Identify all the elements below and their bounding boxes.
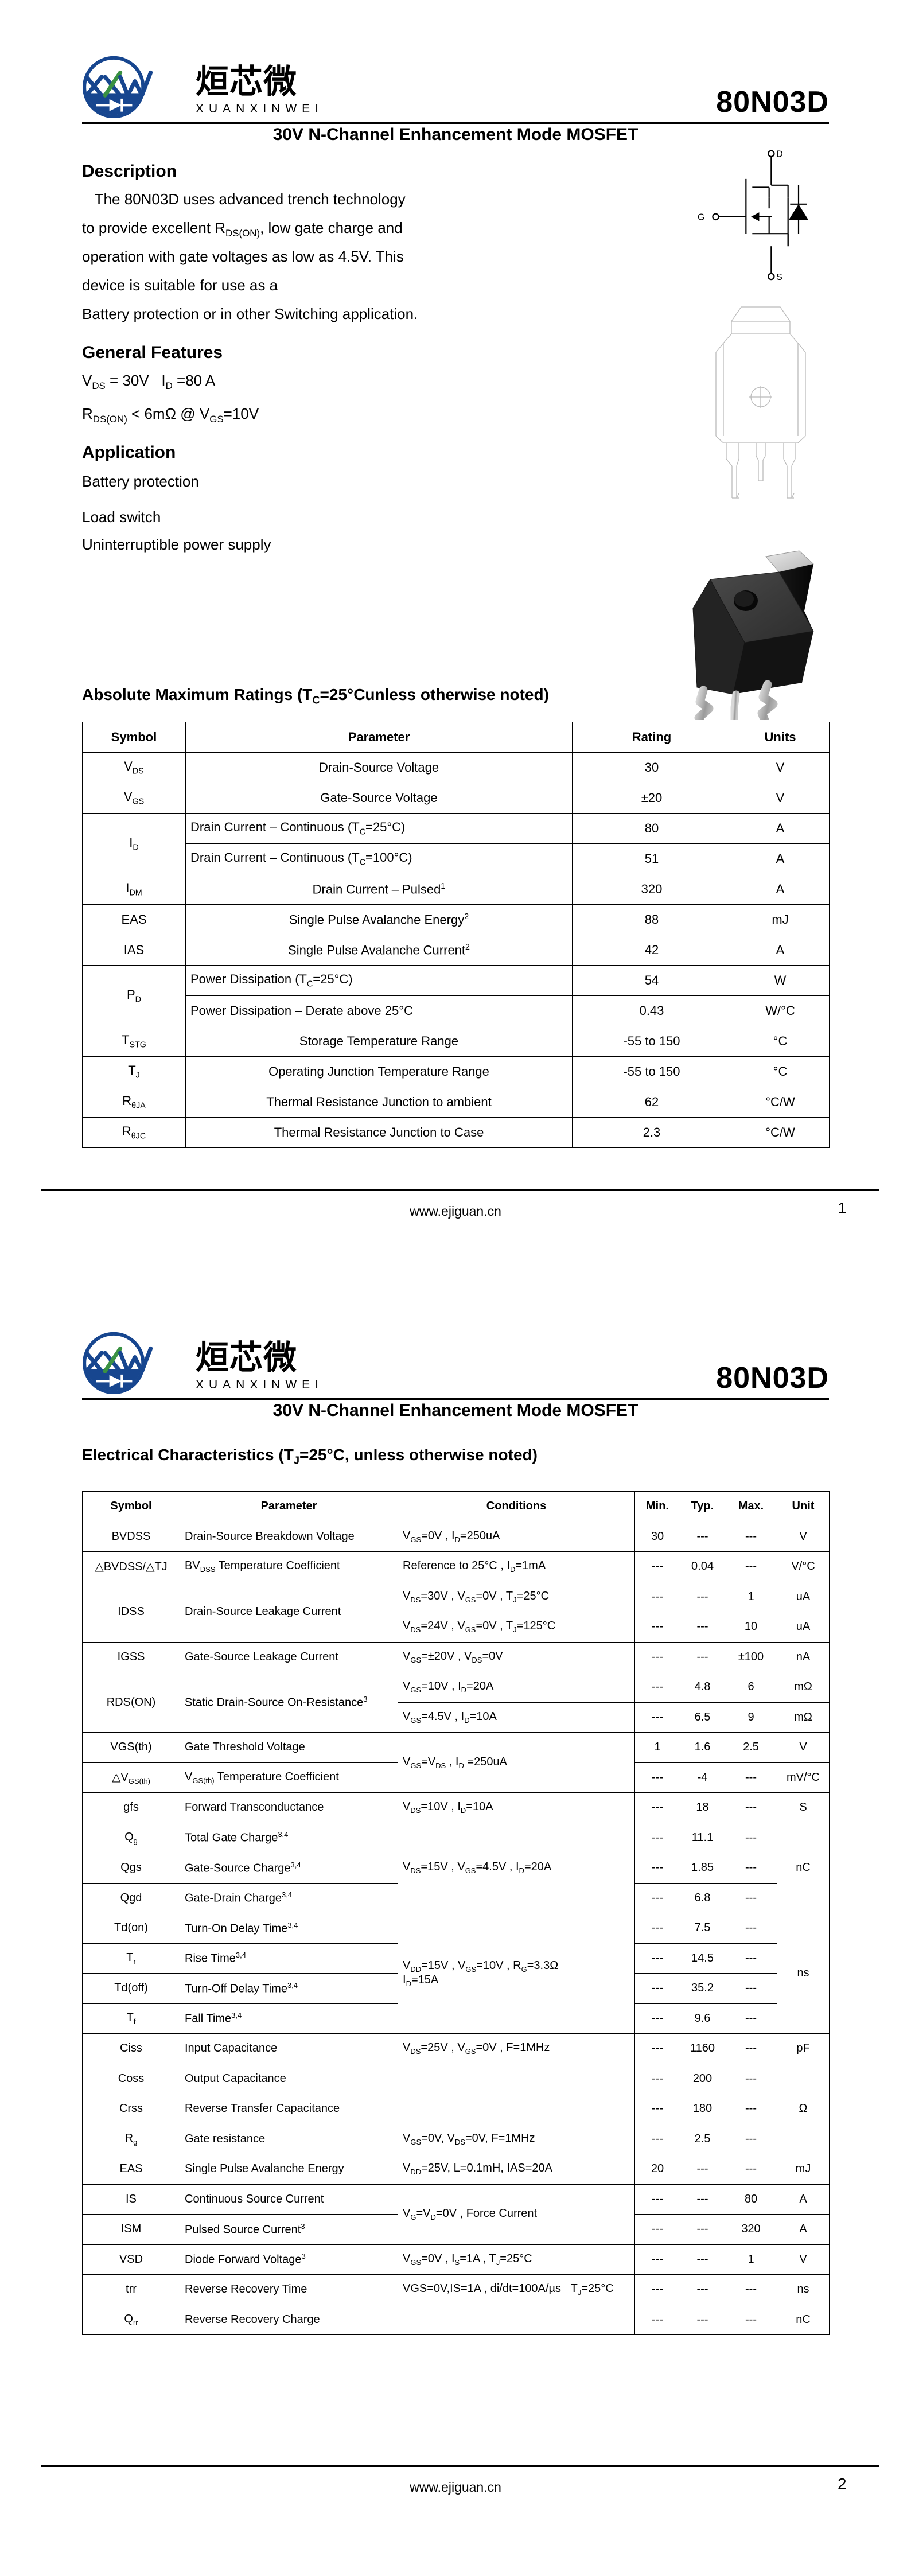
svg-text:G: G <box>698 212 705 223</box>
svg-text:S: S <box>776 272 782 282</box>
svg-text:D: D <box>776 149 783 159</box>
